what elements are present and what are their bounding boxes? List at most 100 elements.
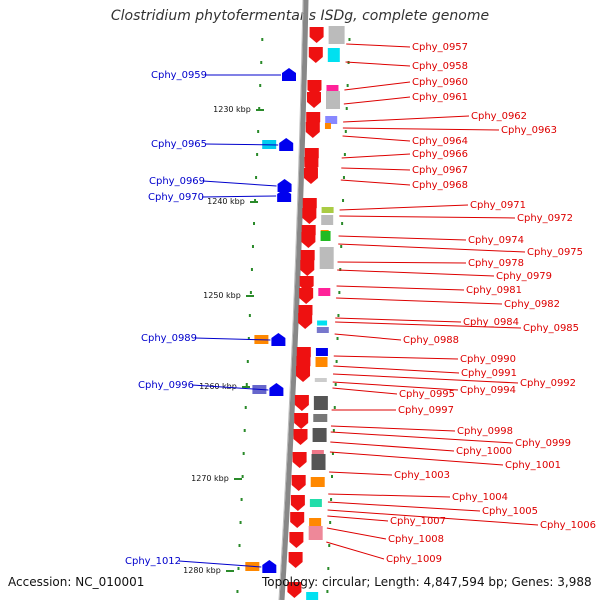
- forward-gene-labels: Cphy_0959 Cphy_0965 Cphy_0969 Cphy_0970 Cphy…: [125, 70, 281, 568]
- ring-dot: [251, 245, 254, 248]
- reverse-gene-label[interactable]: Cphy_0995: [399, 389, 455, 400]
- reverse-gene-label[interactable]: Cphy_0961: [412, 92, 468, 103]
- ring-dot: [237, 567, 240, 570]
- ring-dot: [250, 268, 253, 271]
- ring-dot: [259, 84, 262, 87]
- backbone-line: [279, 0, 309, 600]
- ring-dot: [257, 130, 260, 133]
- reverse-gene-label[interactable]: Cphy_1006: [540, 520, 596, 531]
- reverse-gene-label[interactable]: Cphy_0964: [412, 136, 468, 147]
- reverse-gene-label[interactable]: Cphy_0960: [412, 77, 468, 88]
- reverse-gene-label[interactable]: Cphy_0981: [466, 285, 522, 296]
- reverse-gene-label[interactable]: Cphy_0990: [460, 354, 516, 365]
- reverse-gene-label[interactable]: Cphy_1007: [390, 516, 446, 527]
- reverse-gene-label[interactable]: Cphy_0967: [412, 165, 468, 176]
- reverse-gene-label[interactable]: Cphy_0963: [501, 125, 557, 136]
- reverse-gene-label[interactable]: Cphy_0984: [463, 317, 519, 328]
- gene-feature-box: [310, 477, 325, 487]
- kbp-mark-tick: [256, 109, 264, 111]
- reverse-gene-leader: [338, 243, 526, 253]
- kbp-mark-tick: [242, 386, 250, 388]
- kbp-mark-tick: [226, 570, 234, 572]
- ring-dot: [327, 567, 330, 570]
- reverse-gene-leader: [342, 135, 411, 142]
- forward-gene-label[interactable]: Cphy_0959: [151, 70, 207, 81]
- gene-feature-box: [315, 348, 328, 356]
- ring-dot: [331, 475, 333, 478]
- reverse-gene-label[interactable]: Cphy_0985: [523, 323, 579, 334]
- reverse-gene-label[interactable]: Cphy_0958: [412, 61, 468, 72]
- ring-dot: [244, 406, 247, 409]
- reverse-gene-arrow: [287, 582, 302, 598]
- reverse-gene-arrow: [291, 475, 306, 491]
- reverse-gene-leader: [341, 153, 411, 159]
- reverse-gene-arrow: [302, 208, 317, 224]
- ring-dot: [249, 291, 252, 294]
- gene-feature-box: [318, 288, 331, 296]
- reverse-gene-leader: [333, 365, 460, 374]
- forward-gene-label[interactable]: Cphy_1012: [125, 556, 181, 567]
- reverse-gene-arrow: [292, 452, 307, 468]
- reverse-gene-leader: [339, 215, 516, 219]
- genome-title: Clostridium phytofermentans ISDg, comple…: [110, 8, 490, 24]
- gene-feature-box: [306, 592, 319, 600]
- reverse-gene-label[interactable]: Cphy_0979: [496, 271, 552, 282]
- forward-gene-label[interactable]: Cphy_0970: [148, 192, 204, 203]
- backbone-shadow: [278, 0, 304, 600]
- reverse-gene-leader: [329, 471, 393, 476]
- forward-gene-label[interactable]: Cphy_0969: [149, 176, 205, 187]
- reverse-gene-arrow: [303, 168, 318, 184]
- gene-feature-box: [311, 450, 324, 456]
- reverse-gene-label[interactable]: Cphy_0997: [398, 405, 454, 416]
- gene-feature-box: [316, 327, 329, 333]
- forward-gene-leader: [204, 143, 279, 146]
- reverse-gene-leader: [338, 235, 467, 241]
- forward-gene-label[interactable]: Cphy_0965: [151, 139, 207, 150]
- reverse-gene-label[interactable]: Cphy_1009: [386, 554, 442, 565]
- forward-gene-feature: [277, 189, 292, 202]
- gene-feature-box: [321, 215, 334, 225]
- reverse-gene-arrow: [289, 532, 304, 548]
- reverse-gene-arrow: [308, 47, 323, 63]
- reverse-gene-leader: [346, 43, 411, 48]
- reverse-gene-label[interactable]: Cphy_1000: [456, 446, 512, 457]
- reverse-gene-label[interactable]: Cphy_0988: [403, 335, 459, 346]
- reverse-gene-label[interactable]: Cphy_0998: [457, 426, 513, 437]
- reverse-gene-label[interactable]: Cphy_0975: [527, 247, 583, 258]
- reverse-gene-label[interactable]: Cphy_0966: [412, 149, 468, 160]
- reverse-gene-label[interactable]: Cphy_0978: [468, 258, 524, 269]
- reverse-gene-leader: [330, 431, 514, 444]
- forward-gene-label[interactable]: Cphy_0996: [138, 380, 194, 391]
- reverse-gene-label[interactable]: Cphy_1001: [505, 460, 561, 471]
- reverse-gene-label[interactable]: Cphy_0991: [461, 368, 517, 379]
- reverse-gene-leader: [345, 61, 411, 67]
- reverse-gene-label[interactable]: Cphy_0962: [471, 111, 527, 122]
- reverse-gene-arrow: [296, 366, 311, 382]
- reverse-gene-label[interactable]: Cphy_1005: [482, 506, 538, 517]
- gene-feature-box: [325, 116, 338, 124]
- ring-dot: [344, 130, 347, 133]
- gene-feature-box: [328, 26, 345, 44]
- reverse-gene-label[interactable]: Cphy_0971: [470, 200, 526, 211]
- ring-dot: [342, 176, 345, 179]
- reverse-gene-label[interactable]: Cphy_0968: [412, 180, 468, 191]
- reverse-gene-leader: [328, 493, 451, 498]
- ring-dot: [334, 383, 337, 386]
- reverse-gene-label[interactable]: Cphy_0982: [504, 299, 560, 310]
- reverse-gene-label[interactable]: Cphy_0972: [517, 213, 573, 224]
- reverse-gene-label[interactable]: Cphy_1003: [394, 470, 450, 481]
- ring-dot: [333, 406, 336, 409]
- ring-dot: [238, 544, 241, 547]
- reverse-gene-label[interactable]: Cphy_0957: [412, 42, 468, 53]
- reverse-gene-label[interactable]: Cphy_0992: [520, 378, 576, 389]
- reverse-gene-leader: [333, 355, 459, 360]
- kbp-mark-tick: [250, 201, 258, 203]
- reverse-gene-label[interactable]: Cphy_0974: [468, 235, 524, 246]
- reverse-gene-label[interactable]: Cphy_1008: [388, 534, 444, 545]
- gene-feature-box: [324, 123, 331, 129]
- reverse-gene-label[interactable]: Cphy_1004: [452, 492, 508, 503]
- reverse-gene-label[interactable]: Cphy_0994: [460, 385, 516, 396]
- reverse-gene-label[interactable]: Cphy_0999: [515, 438, 571, 449]
- forward-gene-label[interactable]: Cphy_0989: [141, 333, 197, 344]
- reverse-gene-leader: [339, 204, 469, 211]
